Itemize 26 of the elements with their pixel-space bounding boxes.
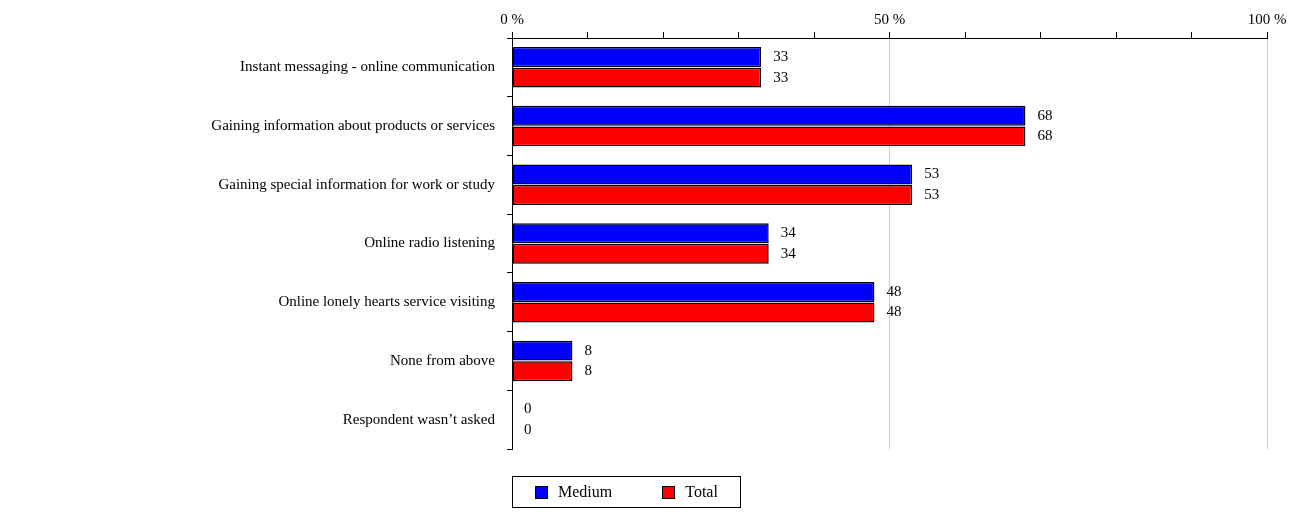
data-label: 34	[780, 244, 797, 261]
x-tick-label: 50 %	[873, 10, 906, 27]
x-tick-label: 100 %	[1247, 10, 1287, 27]
data-label: 0	[524, 400, 532, 417]
data-label: 48	[886, 282, 902, 299]
x-tick-label: 0 %	[500, 10, 524, 27]
y-tick-label: Online radio listening	[364, 234, 496, 251]
data-label: 34	[780, 224, 797, 241]
y-tick-label: Gaining information about products or services	[211, 117, 496, 134]
data-label: 53	[924, 165, 940, 182]
data-label: 0	[524, 420, 532, 437]
data-label: 53	[924, 186, 940, 202]
legend-label: Medium	[558, 483, 613, 501]
data-label: 68	[1037, 127, 1053, 144]
data-label: 8	[584, 362, 592, 379]
data-label: 33	[773, 48, 789, 65]
y-tick-label: Instant messaging - online communication	[240, 58, 496, 75]
y-tick-label: Respondent wasn’t asked	[342, 410, 496, 427]
y-tick-label: Gaining special information for work or study	[218, 175, 496, 192]
legend-label: Total	[685, 483, 718, 501]
y-tick-label: Online lonely hearts service visiting	[278, 293, 496, 310]
data-label: 48	[886, 303, 902, 320]
data-label: 33	[773, 68, 789, 85]
data-label: 8	[584, 341, 592, 358]
data-label: 68	[1037, 106, 1053, 123]
y-tick-label: None from above	[390, 351, 496, 368]
